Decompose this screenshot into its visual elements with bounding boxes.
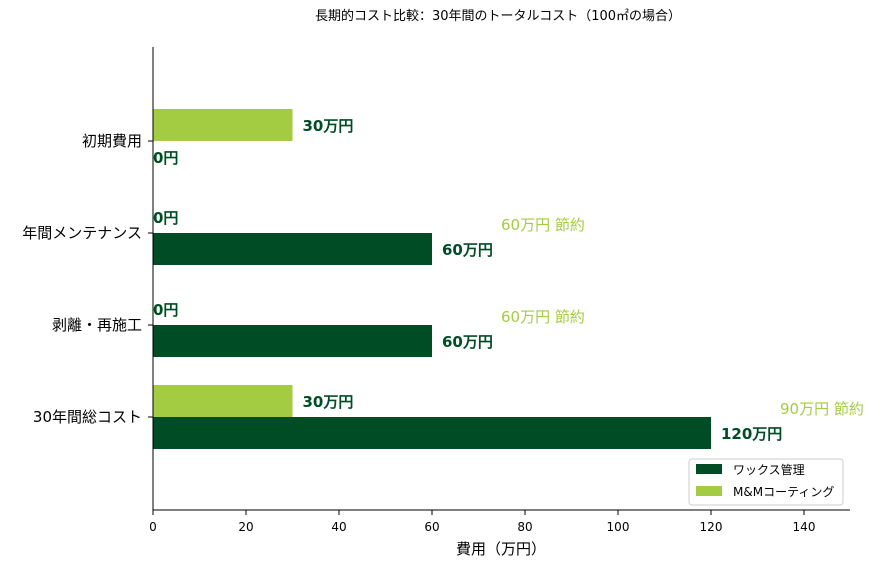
bar-wax-3 xyxy=(153,417,711,449)
legend-label-coating: M&Mコーティング xyxy=(733,485,834,499)
x-tick-label-6: 120 xyxy=(700,520,723,534)
data-label-coating-1: 0円 xyxy=(153,209,178,227)
savings-label-1: 60万円 節約 xyxy=(501,216,585,234)
data-label-coating-3: 30万円 xyxy=(303,393,354,411)
x-tick-label-1: 20 xyxy=(238,520,253,534)
x-tick-label-4: 80 xyxy=(517,520,532,534)
data-label-wax-2: 60万円 xyxy=(442,333,493,351)
x-tick-label-2: 40 xyxy=(331,520,346,534)
data-label-coating-0: 30万円 xyxy=(303,117,354,135)
bars-group xyxy=(153,109,711,449)
x-tick-label-7: 140 xyxy=(793,520,816,534)
data-label-wax-3: 120万円 xyxy=(721,425,782,443)
bar-coating-0 xyxy=(153,109,293,141)
data-label-coating-2: 0円 xyxy=(153,301,178,319)
data-label-wax-1: 60万円 xyxy=(442,241,493,259)
data-label-wax-0: 0円 xyxy=(153,149,178,167)
legend-frame xyxy=(688,458,844,506)
data-labels-group: 0円 60万円 60万円 120万円 30万円 0円 0円 30万円 60万円 節約 60万円 節… xyxy=(153,117,864,443)
category-label-1: 年間メンテナンス xyxy=(22,224,142,242)
legend-label-wax: ワックス管理 xyxy=(733,462,805,477)
savings-label-2: 60万円 節約 xyxy=(501,308,585,326)
bar-wax-1 xyxy=(153,233,432,265)
savings-label-3: 90万円 節約 xyxy=(780,400,864,418)
category-label-3: 30年間総コスト xyxy=(33,408,142,426)
x-tick-label-0: 0 xyxy=(149,520,157,534)
chart-title: 長期的コスト比較：30年間のトータルコスト（100㎡の場合） xyxy=(315,8,681,24)
bar-coating-3 xyxy=(153,385,293,417)
x-ticks-group: 0 20 40 60 80 100 120 140 xyxy=(149,510,815,534)
category-label-2: 剥離・再施工 xyxy=(52,316,142,334)
legend: ワックス管理 M&Mコーティング xyxy=(688,458,844,506)
category-label-0: 初期費用 xyxy=(82,132,142,150)
bar-wax-2 xyxy=(153,325,432,357)
x-tick-label-5: 100 xyxy=(607,520,630,534)
legend-swatch-wax xyxy=(696,464,722,474)
x-axis-label: 費用（万円） xyxy=(456,540,546,558)
x-tick-label-3: 60 xyxy=(424,520,439,534)
legend-swatch-coating xyxy=(696,486,722,496)
